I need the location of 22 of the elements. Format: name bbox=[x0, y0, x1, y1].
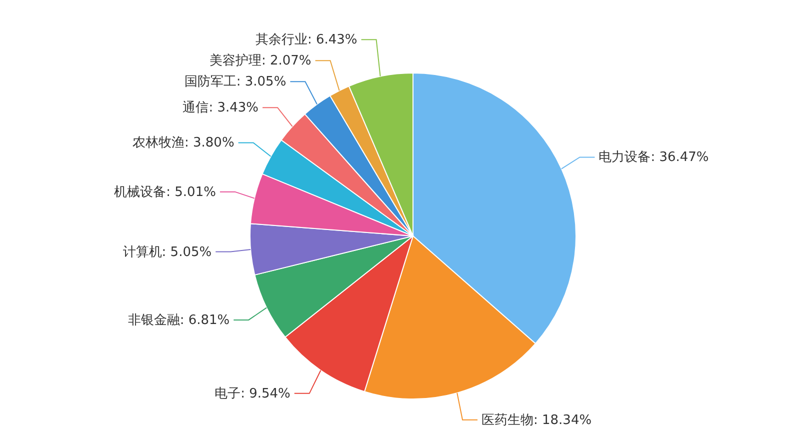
category: 农林牧渔 bbox=[132, 136, 184, 151]
category: 机械设备 bbox=[114, 184, 166, 200]
value: : 18.34% bbox=[534, 412, 592, 428]
value: : 36.47% bbox=[650, 150, 709, 166]
category: 国防军工 bbox=[184, 74, 236, 90]
value: : 3.05% bbox=[236, 74, 286, 90]
value: : 9.54% bbox=[240, 386, 290, 402]
value: : 3.80% bbox=[184, 136, 234, 151]
category: 电力设备 bbox=[598, 150, 651, 166]
value: : 6.43% bbox=[307, 32, 358, 48]
value: : 5.01% bbox=[166, 184, 216, 200]
category: 电子 bbox=[214, 386, 241, 402]
value: : 2.07% bbox=[261, 54, 312, 69]
category: 通信 bbox=[182, 100, 209, 116]
value: : 5.05% bbox=[162, 244, 212, 260]
category: 美容护理 bbox=[209, 54, 262, 69]
category: 其余行业 bbox=[255, 32, 308, 48]
value: : 6.81% bbox=[180, 312, 230, 328]
category: 非银金融 bbox=[128, 312, 180, 328]
category: 计算机 bbox=[122, 244, 162, 260]
value: : 3.43% bbox=[208, 100, 259, 116]
category: 医药生物 bbox=[482, 412, 534, 428]
